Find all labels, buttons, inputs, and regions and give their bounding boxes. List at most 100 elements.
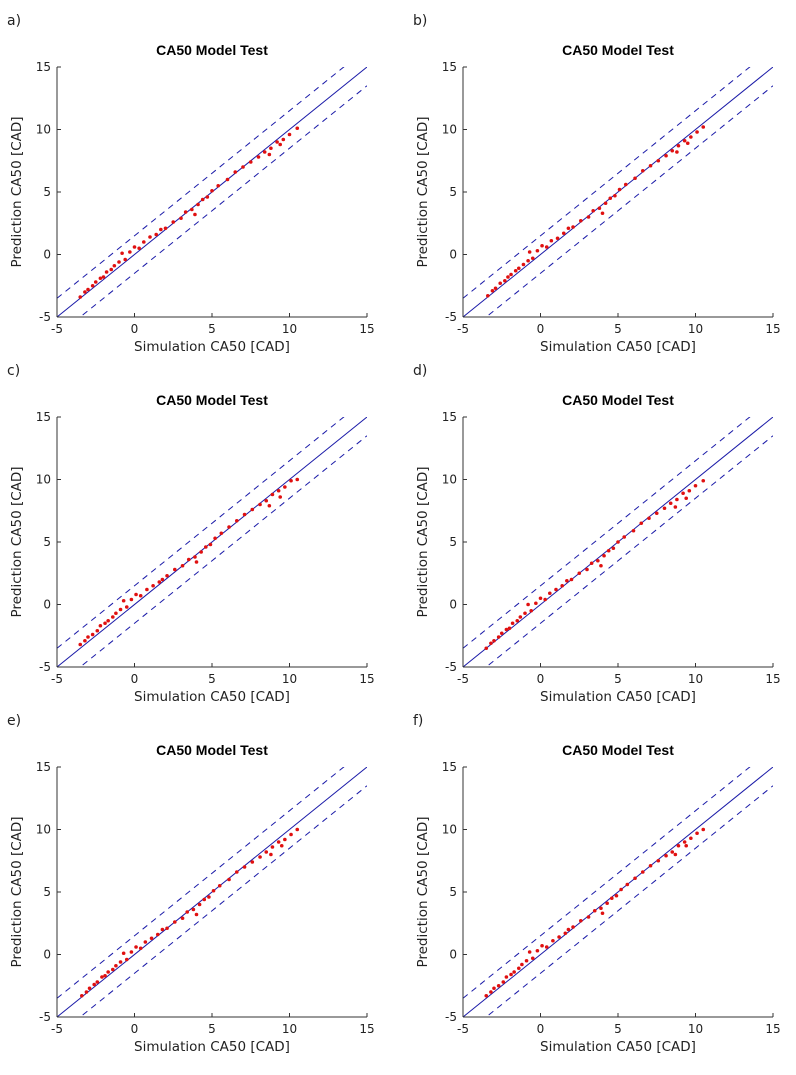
x-tick-label: 15 (359, 672, 374, 686)
x-axis-label: Simulation CA50 [CAD] (540, 1039, 696, 1055)
y-axis-label: Prediction CA50 [CAD] (9, 116, 25, 267)
data-point (104, 270, 109, 274)
data-point (92, 982, 96, 987)
plot-area (463, 767, 773, 1017)
data-point (111, 615, 115, 619)
x-tick-label: 5 (208, 1022, 216, 1036)
chart-title: CA50 Model Test (562, 42, 674, 58)
data-point (157, 580, 162, 584)
panel-letter: c) (7, 363, 20, 379)
data-point (641, 168, 645, 173)
y-tick-label: 15 (442, 760, 457, 774)
data-point (524, 958, 529, 963)
data-point (190, 207, 194, 212)
data-point (205, 195, 210, 199)
data-point (611, 546, 616, 551)
x-tick-label: 5 (614, 1022, 622, 1036)
data-point (664, 153, 668, 158)
data-point (489, 990, 493, 994)
chart-title: CA50 Model Test (156, 742, 268, 758)
data-point (548, 591, 552, 596)
x-tick-label: 0 (537, 672, 545, 686)
data-point (160, 927, 165, 932)
data-point (509, 972, 513, 977)
data-point (86, 287, 90, 292)
data-point (180, 916, 185, 921)
data-point (693, 483, 698, 488)
data-point (124, 957, 129, 962)
data-point (600, 211, 605, 216)
chart-panel-6: f) CA50 Model Test -5 0 5 10 15 -5 0 5 10 15 Simulat… (413, 713, 781, 1055)
lower-bound-line (79, 785, 367, 1017)
data-point (633, 176, 637, 181)
chart-title: CA50 Model Test (156, 42, 268, 58)
data-point (258, 502, 262, 507)
data-point (233, 170, 238, 174)
y-tick-label: 15 (36, 60, 51, 74)
data-point (269, 146, 273, 151)
data-point (656, 858, 661, 863)
x-tick-label: -5 (51, 322, 63, 336)
data-point (210, 188, 214, 193)
data-point (549, 238, 554, 243)
data-point (571, 225, 575, 229)
data-point (90, 283, 95, 288)
chart-panel-1: a) CA50 Model Test -5 0 5 10 15 -5 0 5 10 15 Simulat… (7, 13, 375, 355)
data-point (120, 251, 124, 256)
data-point (639, 521, 644, 526)
data-point (503, 278, 507, 283)
data-point (484, 993, 489, 998)
data-point (129, 950, 134, 954)
data-point (530, 256, 535, 261)
data-point (138, 593, 143, 598)
panel-letter: a) (7, 13, 21, 29)
data-point (654, 511, 659, 516)
data-point (664, 853, 668, 858)
y-tick-label: -5 (39, 1010, 51, 1024)
data-point (258, 855, 262, 859)
data-point (608, 196, 613, 201)
y-tick-label: 0 (43, 248, 51, 262)
data-point (529, 608, 533, 613)
data-point (591, 208, 595, 213)
x-tick-label: 0 (537, 1022, 545, 1036)
data-point (204, 545, 208, 549)
x-tick-label: -5 (457, 322, 469, 336)
chart-title: CA50 Model Test (562, 392, 674, 408)
chart-panel-3: c) CA50 Model Test -5 0 5 10 15 -5 0 5 10 15 Simulat… (7, 363, 375, 705)
data-point (526, 602, 530, 607)
data-point (267, 152, 272, 157)
y-tick-label: 10 (442, 473, 457, 487)
upper-bound-line (57, 67, 345, 299)
data-point (121, 951, 126, 956)
y-tick-label: 10 (442, 123, 457, 137)
data-point (185, 910, 189, 914)
data-point (124, 605, 129, 609)
data-point (498, 281, 503, 286)
data-point (489, 641, 493, 646)
data-point (151, 583, 155, 588)
chart-title: CA50 Model Test (562, 742, 674, 758)
data-point (225, 177, 230, 182)
panel-letter: d) (413, 363, 427, 379)
data-point (216, 183, 220, 188)
data-point (501, 980, 506, 984)
data-point (684, 496, 688, 501)
data-point (83, 638, 87, 643)
data-point (248, 160, 253, 164)
data-point (287, 132, 292, 137)
data-point (279, 843, 284, 848)
data-point (98, 623, 103, 628)
data-point (512, 970, 516, 974)
data-point (262, 150, 267, 154)
data-point (617, 187, 622, 192)
y-axis-label: Prediction CA50 [CAD] (415, 116, 431, 267)
data-point (111, 967, 115, 972)
reference-line (57, 767, 367, 1017)
data-point (623, 182, 628, 187)
data-point (295, 827, 300, 832)
data-point (599, 906, 603, 911)
data-point (633, 876, 637, 881)
data-point (213, 536, 217, 541)
data-point (614, 893, 619, 898)
